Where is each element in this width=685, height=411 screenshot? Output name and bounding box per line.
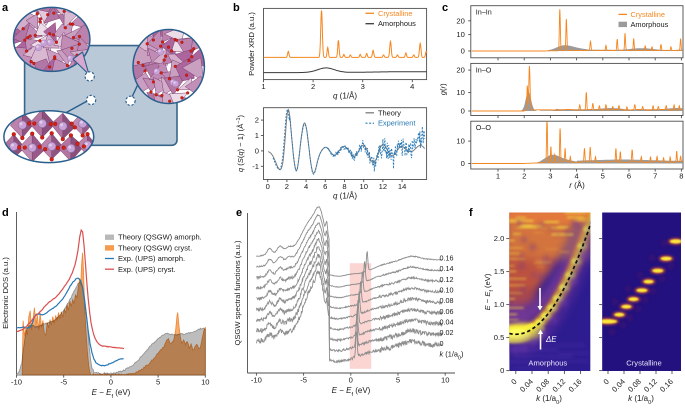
svg-text:0.02: 0.02 (440, 328, 454, 337)
svg-text:2: 2 (255, 116, 259, 125)
svg-text:0.06: 0.06 (440, 307, 454, 316)
svg-text:0: 0 (461, 107, 465, 116)
svg-text:Amorphous: Amorphous (378, 19, 416, 28)
svg-text:Crystalline: Crystalline (378, 9, 413, 18)
svg-text:QSGW spectral functions (a.u.): QSGW spectral functions (a.u.) (233, 240, 242, 346)
svg-text:Exp. (UPS) amorph.: Exp. (UPS) amorph. (118, 254, 185, 263)
svg-text:-5: -5 (300, 376, 307, 385)
svg-text:10: 10 (456, 137, 464, 146)
svg-text:0.10: 0.10 (440, 286, 454, 295)
svg-text:0.08: 0.08 (440, 296, 454, 305)
svg-text:10: 10 (201, 378, 209, 387)
svg-text:4: 4 (304, 182, 308, 191)
svg-text:q (1/Å): q (1/Å) (333, 192, 357, 201)
svg-text:2: 2 (522, 172, 526, 181)
svg-text:12: 12 (379, 182, 387, 191)
svg-text:20: 20 (456, 16, 464, 25)
svg-text:d: d (2, 207, 9, 219)
svg-text:b: b (233, 2, 240, 14)
svg-text:0.12: 0.12 (440, 275, 454, 284)
svg-text:c: c (442, 2, 448, 14)
svg-text:Theory (QSGW) cryst.: Theory (QSGW) cryst. (118, 243, 192, 252)
svg-text:1.0: 1.0 (494, 300, 505, 309)
svg-text:Crystalline: Crystalline (631, 10, 666, 19)
svg-text:8: 8 (679, 172, 683, 181)
svg-text:5: 5 (396, 376, 400, 385)
svg-text:8: 8 (342, 182, 346, 191)
svg-text:In–In: In–In (476, 8, 492, 17)
svg-text:Powder XRD (a.u.): Powder XRD (a.u.) (247, 12, 256, 76)
svg-text:0: 0 (602, 377, 611, 386)
svg-text:1: 1 (255, 131, 259, 140)
svg-text:Experiment: Experiment (378, 119, 415, 128)
svg-text:10: 10 (456, 30, 464, 39)
svg-text:Amorphous: Amorphous (631, 20, 669, 29)
svg-text:In–O: In–O (476, 65, 492, 74)
svg-text:0.14: 0.14 (440, 264, 454, 273)
svg-text:-10: -10 (251, 376, 262, 385)
svg-text:Amorphous: Amorphous (528, 359, 567, 368)
svg-text:q (1/Å): q (1/Å) (333, 92, 357, 101)
svg-text:10: 10 (456, 88, 464, 97)
svg-text:f: f (469, 207, 473, 219)
svg-text:1: 1 (261, 82, 265, 91)
svg-text:0.5: 0.5 (494, 333, 505, 342)
svg-text:ΔE: ΔE (545, 335, 557, 344)
svg-text:0.16: 0.16 (440, 254, 454, 263)
svg-text:0: 0 (440, 339, 444, 348)
svg-text:5: 5 (601, 172, 605, 181)
svg-text:-5: -5 (60, 378, 67, 387)
svg-text:1.5: 1.5 (494, 267, 505, 276)
svg-text:0: 0 (509, 377, 518, 386)
svg-text:0: 0 (349, 376, 353, 385)
svg-text:10: 10 (359, 182, 367, 191)
svg-text:0: 0 (266, 182, 270, 191)
svg-text:Exp. (UPS) cryst.: Exp. (UPS) cryst. (118, 265, 176, 274)
svg-text:0: 0 (461, 159, 465, 168)
svg-text:Crystalline: Crystalline (626, 359, 661, 368)
svg-text:Electronic DOS (a.u.): Electronic DOS (a.u.) (1, 257, 10, 329)
svg-text:0.04: 0.04 (440, 318, 454, 327)
svg-text:a: a (2, 2, 9, 14)
svg-text:6: 6 (627, 172, 631, 181)
svg-text:0: 0 (500, 366, 504, 375)
svg-text:7: 7 (653, 172, 657, 181)
svg-text:e: e (236, 207, 242, 219)
svg-text:2: 2 (311, 82, 315, 91)
svg-text:0: 0 (109, 378, 113, 387)
svg-text:2.0: 2.0 (494, 234, 505, 243)
svg-text:q (S(q) − 1) (Å−1): q (S(q) − 1) (Å−1) (236, 114, 245, 172)
svg-text:-10: -10 (11, 378, 22, 387)
svg-text:4: 4 (574, 172, 578, 181)
svg-text:0: 0 (461, 47, 465, 56)
svg-text:3: 3 (548, 172, 552, 181)
svg-text:14: 14 (398, 182, 406, 191)
svg-text:4: 4 (410, 82, 414, 91)
svg-text:1: 1 (496, 172, 500, 181)
svg-text:g(r): g(r) (439, 83, 448, 95)
svg-text:20: 20 (456, 66, 464, 75)
svg-text:r (Å): r (Å) (569, 181, 585, 190)
svg-text:10: 10 (441, 376, 449, 385)
svg-text:Theory (QSGW) amorph.: Theory (QSGW) amorph. (118, 233, 202, 242)
svg-text:2: 2 (285, 182, 289, 191)
svg-text:Theory: Theory (378, 108, 401, 117)
svg-text:-1: -1 (252, 162, 259, 171)
svg-text:6: 6 (323, 182, 327, 191)
svg-text:0: 0 (255, 146, 259, 155)
svg-text:5: 5 (156, 378, 160, 387)
svg-text:3: 3 (361, 82, 365, 91)
svg-text:O–O: O–O (476, 123, 492, 132)
